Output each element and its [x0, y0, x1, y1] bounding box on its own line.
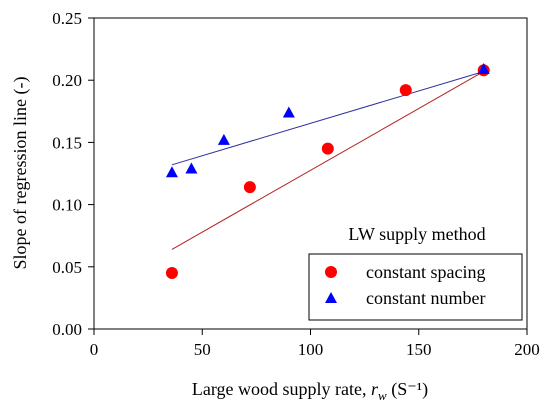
legend: LW supply method constant spacing consta… — [308, 224, 523, 321]
point-constant-number — [165, 166, 178, 178]
point-constant-spacing — [399, 84, 412, 97]
x-tick-label: 150 — [406, 340, 432, 359]
y-tick-label: 0.25 — [52, 9, 82, 28]
y-tick-label: 0.05 — [52, 258, 82, 277]
regression-lines — [171, 71, 484, 250]
legend-label-constant-spacing: constant spacing — [366, 262, 485, 282]
x-tick-label: 100 — [298, 340, 324, 359]
point-constant-number — [217, 133, 230, 145]
x-axis-subscript: w — [378, 388, 387, 403]
legend-marker-constant-spacing — [325, 266, 337, 278]
y-tick-label: 0.20 — [52, 71, 82, 90]
point-constant-spacing — [165, 267, 178, 280]
point-constant-number — [185, 162, 198, 174]
point-constant-number — [477, 63, 490, 75]
x-axis-unit: (S⁻¹) — [387, 379, 428, 400]
point-constant-spacing — [243, 181, 256, 194]
x-axis-symbol: r — [371, 379, 379, 399]
legend-label-constant-number: constant number — [366, 288, 485, 308]
fit-line-constant-number — [171, 71, 484, 166]
legend-box — [308, 253, 523, 321]
y-tick-label: 0.10 — [52, 196, 82, 215]
axis-ticks: 0 50 100 150 200 0.00 0.05 0.10 0.15 0.20 0.25 — [52, 9, 540, 359]
legend-title: LW supply method — [348, 224, 485, 244]
x-tick-label: 50 — [194, 340, 211, 359]
legend-marker-constant-number — [325, 292, 337, 303]
y-tick-label: 0.00 — [52, 320, 82, 339]
point-constant-spacing — [321, 142, 334, 155]
data-points — [165, 63, 490, 280]
point-constant-number — [282, 106, 295, 118]
x-tick-label: 200 — [514, 340, 540, 359]
x-axis-label-main: Large wood supply rate, — [192, 379, 371, 399]
x-tick-label: 0 — [90, 340, 99, 359]
x-axis-label: Large wood supply rate, rw (S⁻¹) — [192, 379, 428, 403]
y-tick-label: 0.15 — [52, 133, 82, 152]
fit-line-constant-spacing — [171, 71, 484, 250]
y-axis-label: Slope of regression line (-) — [10, 77, 31, 270]
